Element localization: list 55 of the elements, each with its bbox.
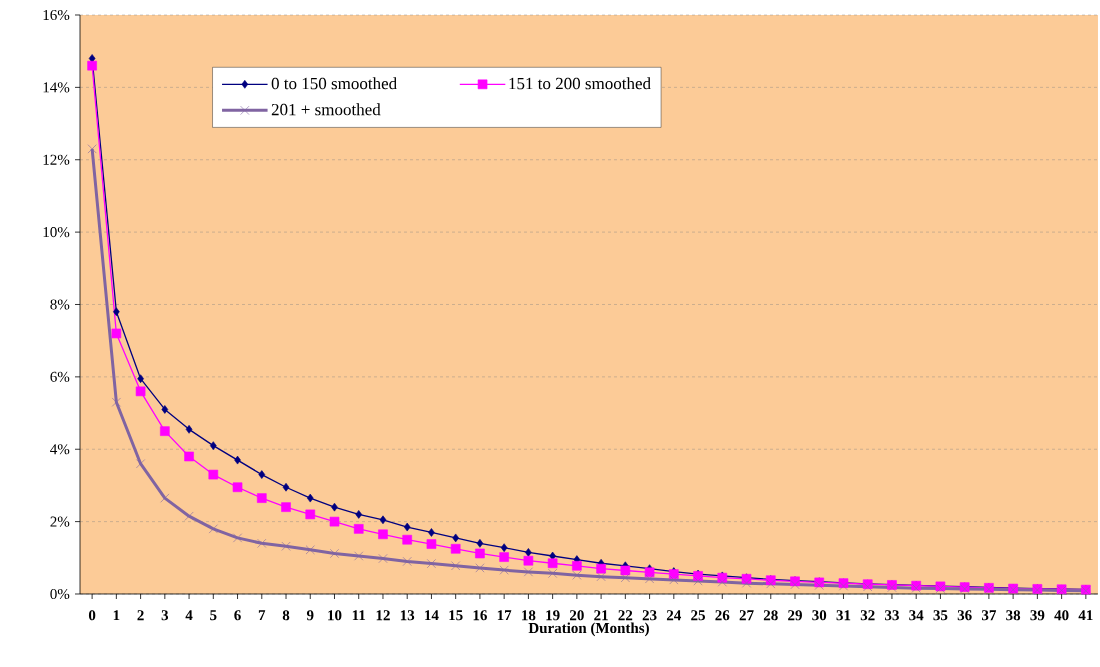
y-tick-label: 14% [43, 82, 70, 93]
y-tick-label: 6% [50, 371, 70, 382]
x-tick-label: 24 [666, 610, 682, 621]
x-tick-label: 28 [763, 610, 778, 621]
legend-label: 0 to 150 smoothed [271, 77, 397, 90]
y-tick-label: 0% [50, 588, 70, 600]
legend-label: 201 + smoothed [271, 103, 381, 116]
y-tick-label: 8% [50, 299, 70, 310]
x-tick-label: 37 [981, 610, 997, 621]
x-tick-label: 11 [352, 610, 366, 621]
x-tick-label: 23 [642, 610, 657, 621]
y-tick-label: 12% [43, 154, 70, 165]
y-tick-label: 4% [50, 444, 70, 455]
x-tick-label: 3 [161, 610, 169, 621]
x-tick-label: 26 [715, 610, 730, 621]
x-tick-label: 2 [137, 610, 144, 621]
x-tick-label: 34 [909, 610, 924, 621]
x-tick-label: 29 [788, 610, 802, 621]
x-tick-label: 10 [328, 610, 342, 621]
x-tick-label: 4 [185, 610, 193, 621]
x-tick-label: 25 [691, 610, 705, 621]
x-tick-label: 30 [812, 610, 827, 621]
x-tick-label: 35 [933, 610, 948, 621]
x-tick-label: 40 [1054, 610, 1069, 621]
x-tick-label: 13 [400, 610, 415, 621]
x-tick-label: 39 [1030, 610, 1045, 621]
legend-label: 151 to 200 smoothed [509, 77, 651, 90]
x-tick-label: 16 [473, 610, 487, 621]
x-tick-label: 18 [522, 610, 536, 621]
x-tick-label: 17 [497, 610, 512, 621]
x-tick-label: 22 [618, 610, 633, 621]
x-tick-label: 14 [425, 610, 439, 621]
x-tick-label: 12 [376, 610, 390, 621]
x-tick-label: 6 [234, 610, 241, 621]
x-tick-label: 15 [449, 610, 463, 621]
x-tick-label: 8 [282, 610, 290, 621]
x-tick-label: 21 [594, 610, 608, 621]
y-tick-label: 10% [43, 227, 70, 238]
x-tick-label: 27 [739, 610, 754, 621]
x-tick-label: 38 [1006, 610, 1021, 621]
x-tick-label: 0 [88, 610, 96, 621]
x-tick-label: 9 [306, 610, 314, 621]
x-tick-label: 20 [569, 610, 584, 621]
x-tick-label: 1 [113, 610, 120, 621]
x-tick-label: 32 [860, 610, 875, 621]
x-tick-label: 33 [885, 610, 899, 621]
x-tick-label: 36 [957, 610, 972, 621]
y-tick-label: 16% [43, 9, 70, 21]
x-axis-title: Duration (Months) [528, 622, 649, 637]
x-tick-label: 7 [258, 610, 266, 621]
x-tick-label: 5 [210, 610, 217, 621]
y-tick-label: 2% [50, 516, 70, 527]
x-tick-label: 41 [1078, 610, 1093, 621]
x-tick-label: 19 [546, 610, 560, 621]
x-tick-label: 31 [836, 610, 851, 621]
